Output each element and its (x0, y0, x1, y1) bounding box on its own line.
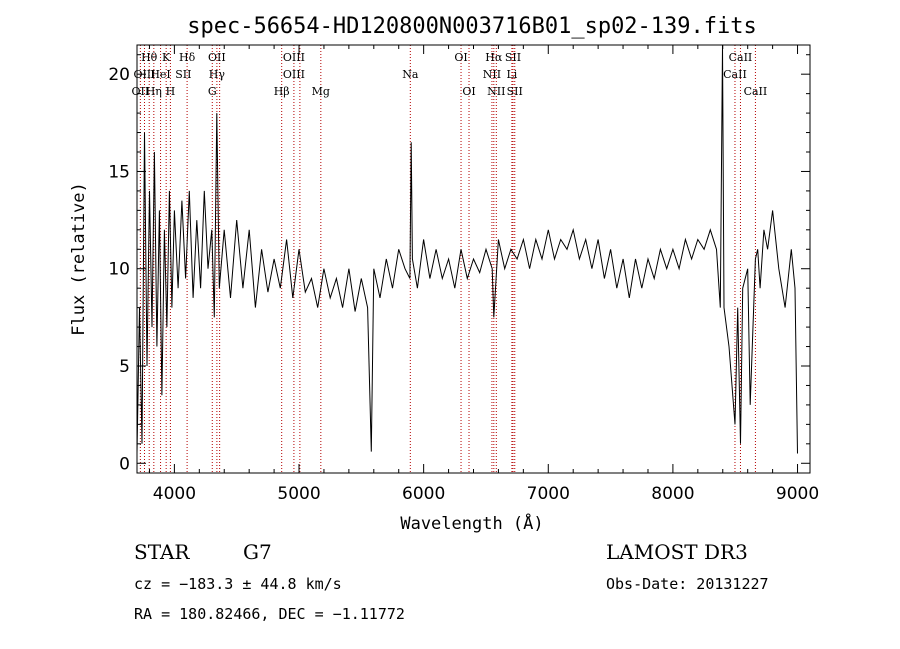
spectral-subclass: G7 (243, 540, 272, 564)
y-tick-label: 20 (108, 65, 130, 85)
x-tick-label: 9000 (776, 484, 819, 504)
survey-name: LAMOST DR3 (606, 540, 748, 564)
redshift-cz: cz = −183.3 ± 44.8 km/s (134, 575, 342, 593)
spectral-line-label: CaII (744, 85, 768, 98)
coordinates: RA = 180.82466, DEC = −1.11772 (134, 605, 405, 623)
x-tick-label: 4000 (153, 484, 196, 504)
spectral-line-label: Hη (146, 85, 162, 98)
spectral-line-label: OII (132, 85, 150, 98)
spectral-line-label: Li (506, 68, 517, 81)
x-axis-ticks: 4000 5000 6000 7000 8000 9000 (148, 45, 819, 504)
spectral-line-label: Na (402, 68, 419, 81)
spectral-line-label: CaII (723, 68, 747, 81)
observation-date: Obs-Date: 20131227 (606, 575, 769, 593)
spectral-line-label: SII (505, 51, 521, 64)
spectral-line-label: Mg (312, 85, 330, 98)
spectral-line-label: OII (208, 51, 226, 64)
chart-title: spec-56654-HD120800N003716B01_sp02-139.f… (187, 14, 757, 39)
x-axis-label: Wavelength (Å) (400, 512, 543, 534)
spectral-line-label: Hβ (274, 85, 290, 98)
spectral-line-label: SII (507, 85, 523, 98)
spectral-line-label: Hθ (141, 51, 158, 64)
spectral-line-label: K (162, 51, 171, 64)
spectral-line-label: OIII (283, 68, 305, 81)
x-tick-label: 6000 (402, 484, 445, 504)
y-tick-label: 15 (108, 162, 130, 182)
x-tick-label: 5000 (277, 484, 320, 504)
spectral-line-label: H (166, 85, 176, 98)
spectral-line-label: SII (175, 68, 191, 81)
spectral-line-label: NII (483, 68, 501, 81)
spectral-line-label: OI (462, 85, 475, 98)
spectral-line-label: HeI (150, 68, 170, 81)
y-tick-label: 10 (108, 260, 130, 280)
spectrum-chart: spec-56654-HD120800N003716B01_sp02-139.f… (69, 14, 819, 534)
spectral-line-label: CaII (729, 51, 753, 64)
spectral-line-label: OI (454, 51, 467, 64)
x-tick-label: 8000 (651, 484, 694, 504)
spectral-line-label: Hγ (209, 68, 226, 81)
y-axis-label: Flux (relative) (69, 182, 89, 336)
y-tick-label: 5 (119, 357, 130, 377)
y-tick-label: 0 (119, 454, 130, 474)
object-type: STAR (134, 540, 190, 564)
spectral-line-label: Hδ (179, 51, 196, 64)
spectral-line-label: G (208, 85, 217, 98)
spectrum-series (136, 44, 798, 454)
spectral-line-label: OIII (283, 51, 305, 64)
spectral-line-label: Hα (485, 51, 503, 64)
y-axis-ticks: 0 5 10 15 20 (108, 54, 810, 474)
spectral-line-label: NII (487, 85, 505, 98)
x-tick-label: 7000 (527, 484, 570, 504)
